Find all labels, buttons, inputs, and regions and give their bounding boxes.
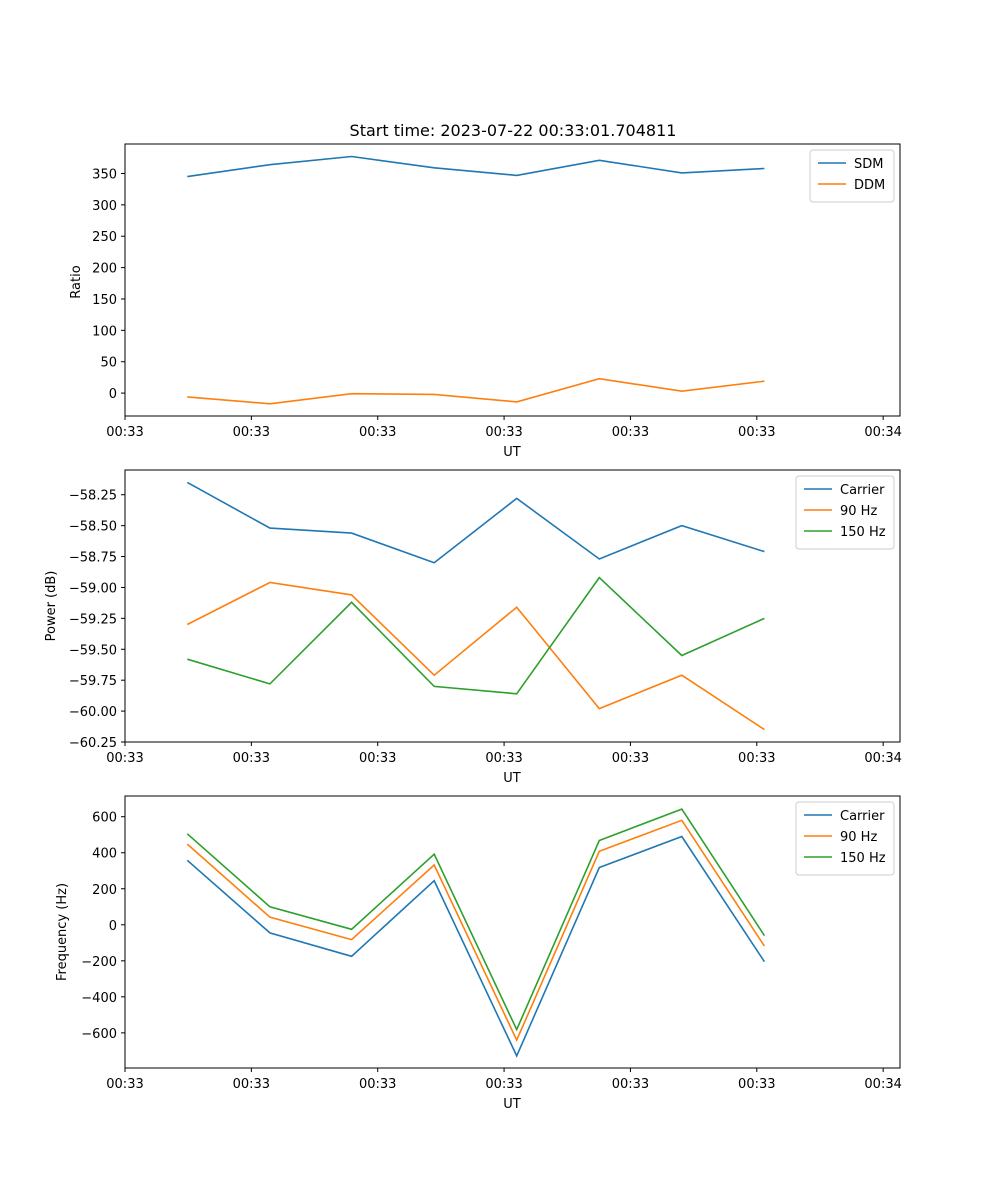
y-tick-label: −59.00 [69, 581, 117, 596]
x-axis-label: UT [503, 445, 521, 460]
series-line-ddm [187, 377, 765, 405]
x-tick-label: 00:33 [612, 1077, 649, 1092]
y-tick-label: −58.50 [69, 520, 117, 535]
x-tick-label: 00:34 [864, 425, 901, 440]
chart-title: Start time: 2023-07-22 00:33:01.704811 [350, 121, 677, 140]
plot-frame [124, 795, 901, 1069]
y-tick-label: 400 [92, 847, 117, 862]
y-tick-label: 0 [109, 387, 117, 402]
plot-frame [124, 469, 901, 743]
x-tick-label: 00:33 [359, 425, 396, 440]
series-line-carrier [186, 835, 766, 1058]
x-tick-label: 00:33 [738, 1077, 775, 1092]
x-tick-label: 00:33 [738, 751, 775, 766]
y-tick-label: 150 [92, 293, 117, 308]
y-axis-label: Ratio [69, 265, 84, 298]
y-tick-label: −60.25 [69, 736, 117, 751]
legend-label: Carrier [840, 809, 885, 824]
y-tick-label: −200 [81, 955, 117, 970]
series-line-150-hz [187, 576, 765, 695]
panel-frequency: 00:33 00:33 00:33 00:33 00:33 00:33 00:34 −600… [55, 795, 902, 1112]
legend-label: 150 Hz [840, 851, 886, 866]
y-tick-label: −58.75 [69, 551, 117, 566]
x-tick-label: 00:33 [359, 1077, 396, 1092]
x-tick-label: 00:33 [106, 425, 143, 440]
series-line-sdm [187, 155, 765, 178]
x-tick-label: 00:33 [485, 425, 522, 440]
series-line-90-hz [186, 819, 766, 1043]
panel-ratio: Start time: 2023-07-22 00:33:01.704811 0… [69, 121, 902, 460]
x-tick-label: 00:33 [359, 751, 396, 766]
legend-label: Carrier [840, 483, 885, 498]
x-tick-label: 00:33 [485, 751, 522, 766]
x-axis-label: UT [503, 771, 521, 786]
series-line-90-hz [186, 581, 765, 731]
x-tick-label: 00:33 [738, 425, 775, 440]
legend-label: 90 Hz [840, 504, 877, 519]
x-tick-label: 00:33 [233, 1077, 270, 1092]
y-tick-label: −59.50 [69, 643, 117, 658]
legend-label: 150 Hz [840, 525, 886, 540]
y-tick-label: −59.25 [69, 612, 117, 627]
x-tick-label: 00:33 [612, 425, 649, 440]
plot-frame [124, 143, 901, 417]
x-tick-label: 00:34 [864, 751, 901, 766]
y-tick-label: −58.25 [69, 489, 117, 504]
y-tick-label: 200 [92, 262, 117, 277]
y-tick-label: 0 [109, 919, 117, 934]
y-tick-label: −59.75 [69, 674, 117, 689]
y-tick-label: 50 [100, 356, 117, 371]
panel-power: 00:33 00:33 00:33 00:33 00:33 00:33 00:34 −60.… [44, 469, 902, 786]
y-tick-label: −60.00 [69, 705, 117, 720]
y-tick-label: 100 [92, 324, 117, 339]
x-tick-label: 00:33 [233, 425, 270, 440]
y-axis-label: Frequency (Hz) [55, 883, 70, 981]
x-tick-label: 00:33 [106, 1077, 143, 1092]
legend-label: DDM [854, 178, 885, 193]
x-tick-label: 00:33 [233, 751, 270, 766]
y-tick-label: −400 [81, 991, 117, 1006]
y-tick-label: 250 [92, 230, 117, 245]
series-line-150-hz [186, 808, 766, 1032]
y-tick-label: −600 [81, 1027, 117, 1042]
legend-label: SDM [854, 157, 883, 172]
x-tick-label: 00:33 [106, 751, 143, 766]
y-tick-label: 200 [92, 883, 117, 898]
y-tick-label: 350 [92, 167, 117, 182]
y-tick-label: 600 [92, 811, 117, 826]
x-tick-label: 00:33 [612, 751, 649, 766]
legend-label: 90 Hz [840, 830, 877, 845]
x-tick-label: 00:33 [485, 1077, 522, 1092]
y-tick-label: 300 [92, 199, 117, 214]
x-axis-label: UT [503, 1097, 521, 1112]
y-axis-label: Power (dB) [44, 571, 59, 642]
x-tick-label: 00:34 [864, 1077, 901, 1092]
series-line-carrier [186, 481, 765, 564]
